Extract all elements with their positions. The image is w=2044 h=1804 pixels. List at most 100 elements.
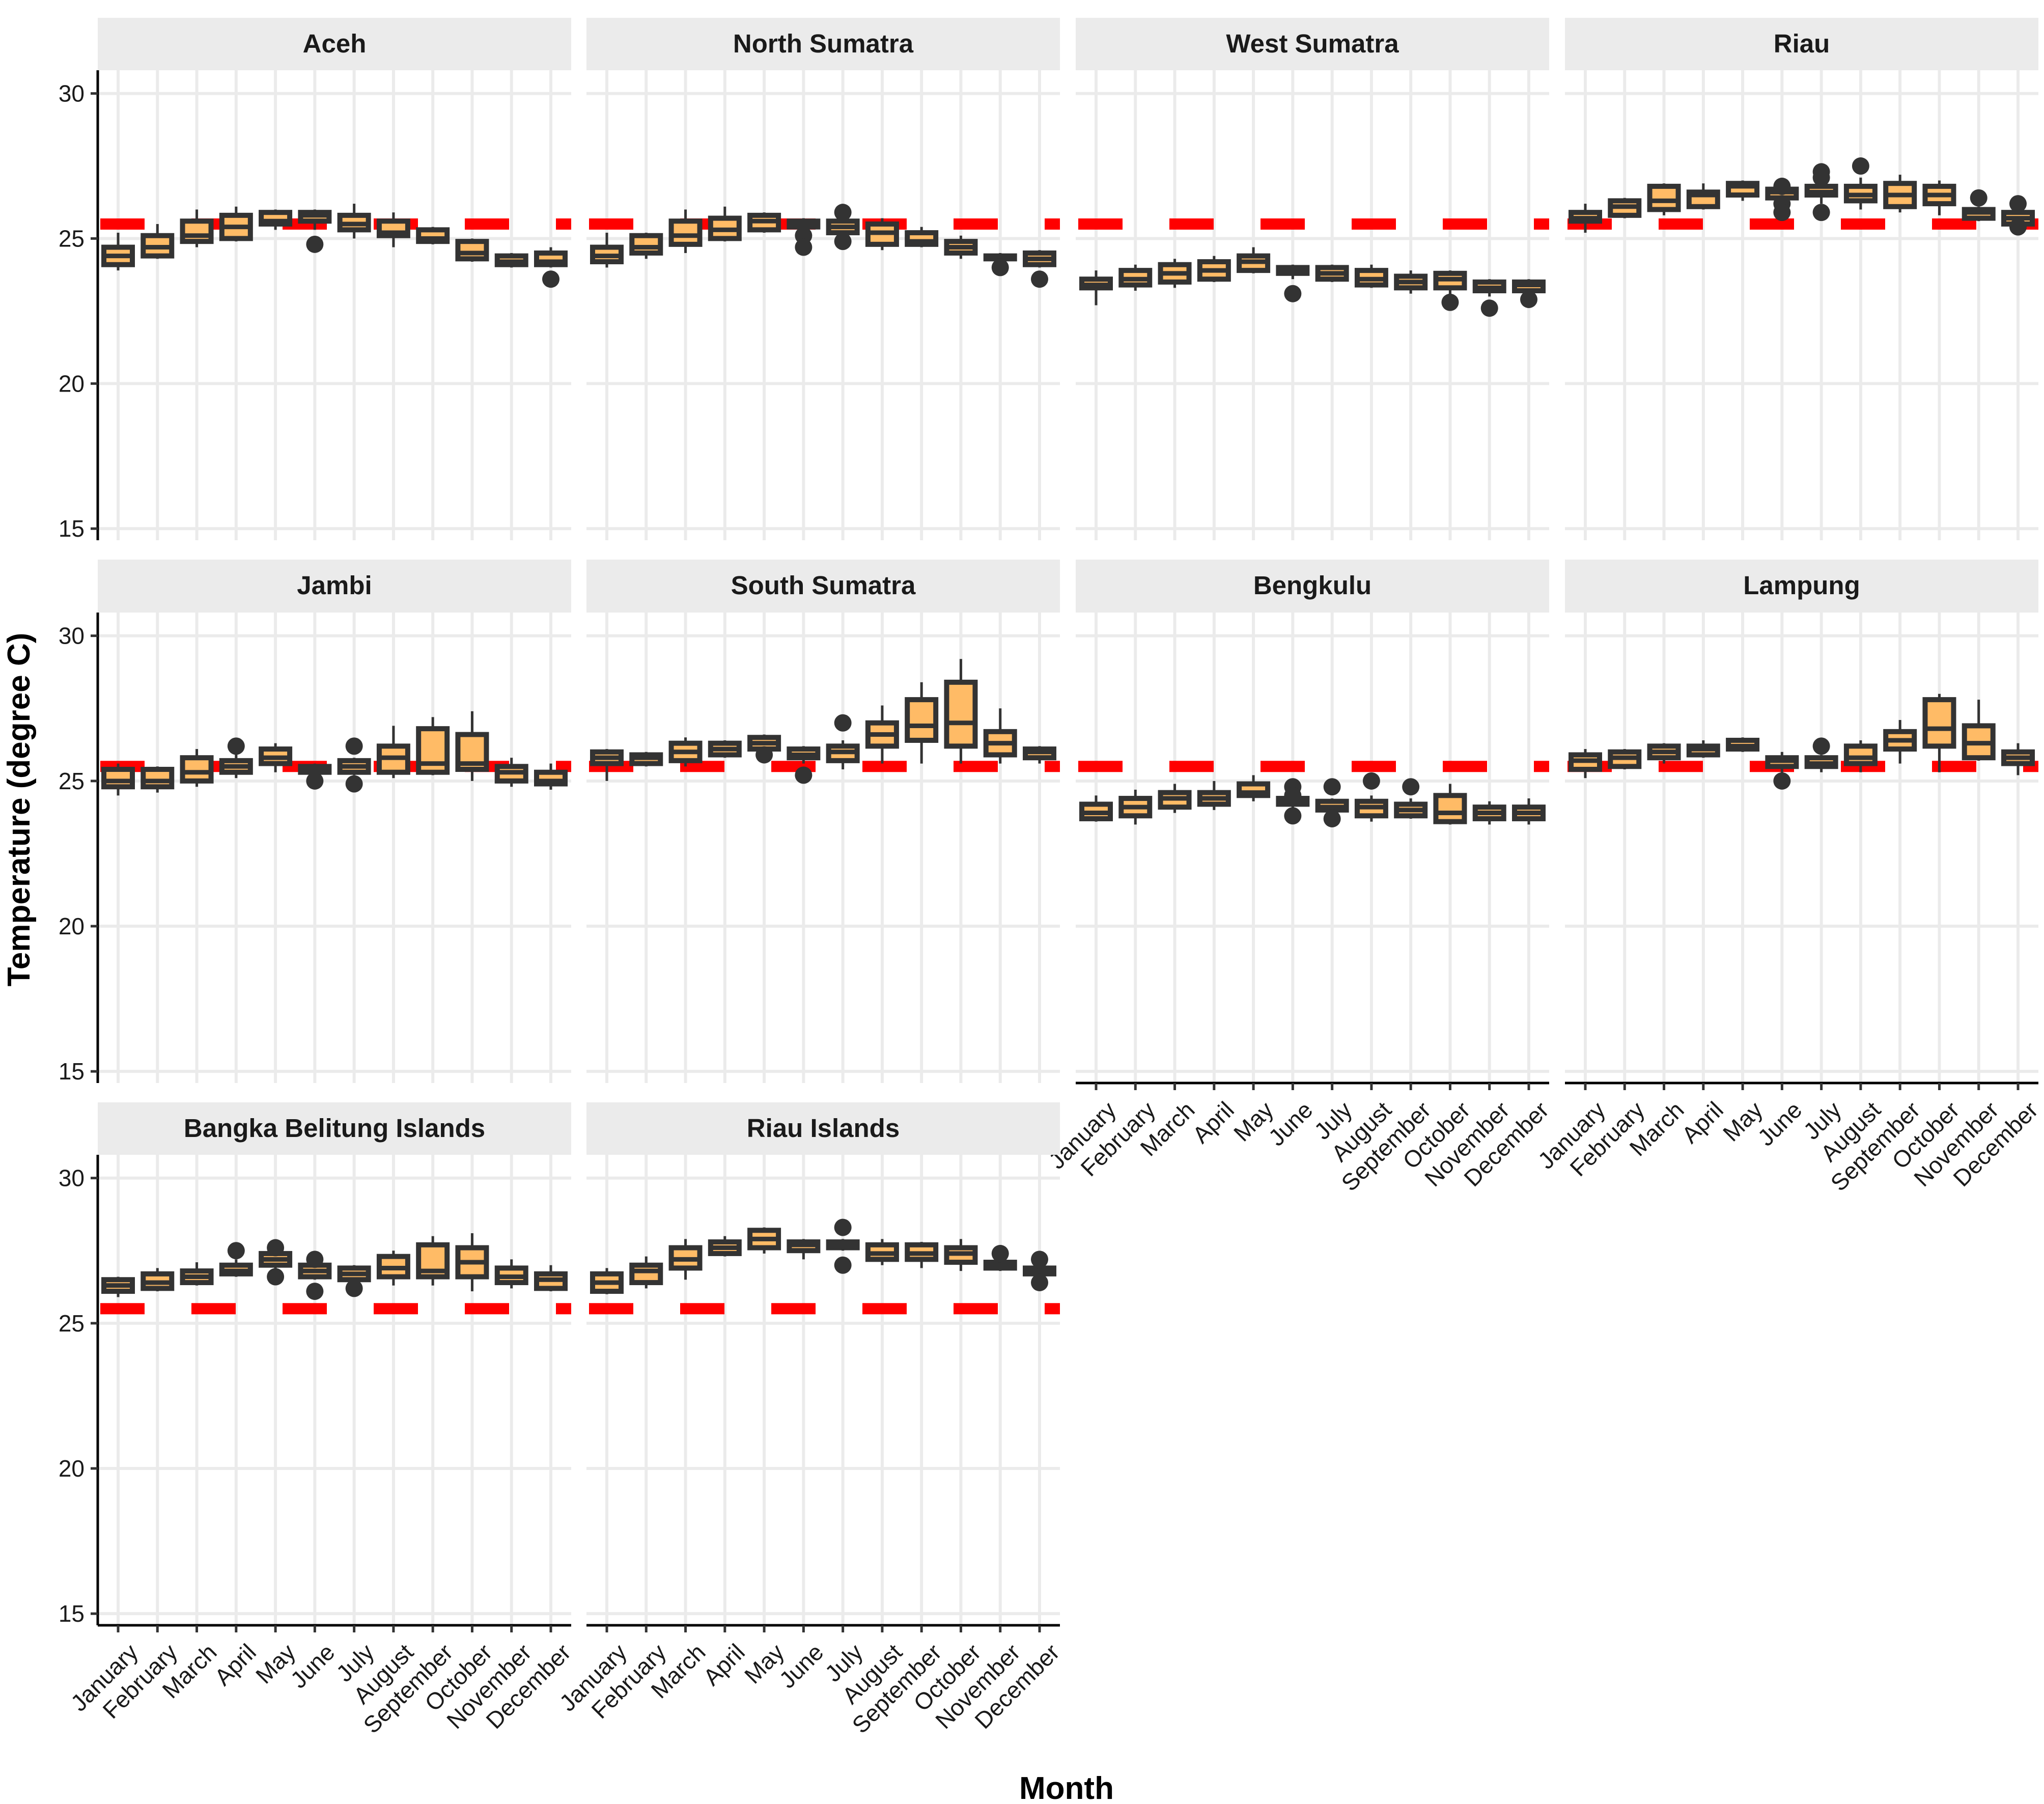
box-november bbox=[983, 253, 1017, 276]
facet-panel: South Sumatra bbox=[586, 560, 1060, 1083]
box-august bbox=[376, 212, 410, 247]
box-april bbox=[708, 1236, 742, 1257]
outlier-point bbox=[1441, 293, 1459, 311]
box-october bbox=[1433, 270, 1467, 311]
y-tick-label: 15 bbox=[59, 1600, 85, 1627]
box-november bbox=[1472, 801, 1506, 825]
outlier-point bbox=[1480, 299, 1498, 317]
x-tick-label: June bbox=[774, 1639, 828, 1693]
box-august bbox=[376, 726, 410, 779]
outlier-point bbox=[1031, 1273, 1048, 1291]
box-may bbox=[1237, 247, 1271, 273]
outlier-point bbox=[834, 1218, 852, 1236]
outlier-point bbox=[1812, 169, 1830, 186]
facet-panel: Aceh 15 20 25 30 bbox=[59, 18, 571, 542]
box-august bbox=[1843, 157, 1878, 210]
box-october bbox=[455, 1233, 489, 1292]
box-march bbox=[668, 1239, 703, 1280]
facet-panel: Jambi 15 20 25 30 bbox=[59, 560, 571, 1085]
box-iqr bbox=[1843, 743, 1878, 766]
box-may bbox=[747, 212, 781, 233]
box-february bbox=[141, 766, 175, 793]
box-november bbox=[1962, 700, 1996, 761]
box-january bbox=[101, 763, 135, 796]
x-tick-label: April bbox=[698, 1639, 750, 1690]
box-iqr bbox=[944, 679, 978, 749]
box-february bbox=[1608, 749, 1642, 769]
box-may bbox=[747, 1227, 781, 1254]
box-july bbox=[826, 714, 860, 769]
box-iqr bbox=[668, 218, 703, 247]
box-august bbox=[1843, 740, 1878, 772]
box-july bbox=[337, 204, 371, 239]
box-september bbox=[416, 1236, 450, 1286]
facet-title: Riau Islands bbox=[747, 1114, 900, 1143]
box-march bbox=[1158, 259, 1192, 288]
box-iqr bbox=[1433, 793, 1467, 824]
outlier-point bbox=[991, 259, 1009, 276]
outlier-point bbox=[1773, 177, 1791, 195]
box-july bbox=[1804, 163, 1838, 221]
box-december bbox=[534, 763, 568, 790]
box-january bbox=[1569, 204, 1602, 233]
box-may bbox=[1726, 737, 1760, 752]
facet-title: West Sumatra bbox=[1226, 29, 1399, 58]
facet-title: Aceh bbox=[303, 29, 367, 58]
facet-strip bbox=[98, 560, 571, 613]
outlier-point bbox=[1362, 772, 1380, 790]
box-february bbox=[1608, 198, 1642, 218]
box-november bbox=[494, 1259, 528, 1289]
box-may bbox=[747, 734, 781, 764]
outlier-point bbox=[991, 1244, 1009, 1262]
box-november bbox=[1472, 279, 1506, 317]
box-december bbox=[1512, 279, 1546, 309]
box-september bbox=[1883, 175, 1917, 213]
outlier-point bbox=[306, 1251, 324, 1268]
x-tick-label: April bbox=[1187, 1096, 1239, 1148]
box-iqr bbox=[455, 239, 489, 262]
box-october bbox=[944, 659, 978, 764]
box-june bbox=[1276, 264, 1310, 302]
y-tick-label: 25 bbox=[59, 225, 85, 252]
box-december bbox=[2001, 743, 2035, 775]
outlier-point bbox=[834, 714, 852, 732]
box-april bbox=[708, 740, 742, 758]
facet-title: Jambi bbox=[297, 571, 372, 600]
facet-strip bbox=[1076, 18, 1549, 70]
facet-title: South Sumatra bbox=[731, 571, 916, 600]
box-june bbox=[787, 746, 821, 784]
box-december bbox=[1023, 746, 1056, 764]
outlier-point bbox=[1323, 778, 1341, 796]
box-june bbox=[1276, 778, 1310, 825]
facet-strip bbox=[586, 560, 1060, 613]
box-april bbox=[219, 206, 253, 242]
box-iqr bbox=[1922, 697, 1956, 749]
facet-panel: North Sumatra bbox=[586, 18, 1060, 540]
box-october bbox=[1922, 180, 1956, 215]
panels-layer: Aceh 15 20 25 30 North Sumatra West Sumatra Ria… bbox=[59, 18, 2043, 1738]
box-september bbox=[416, 717, 450, 775]
box-january bbox=[101, 1276, 135, 1297]
box-june bbox=[1765, 752, 1799, 790]
box-december bbox=[1512, 798, 1546, 825]
facet-title: Riau bbox=[1774, 29, 1830, 58]
outlier-point bbox=[1773, 772, 1791, 790]
facet-strip bbox=[586, 18, 1060, 70]
outlier-point bbox=[1773, 204, 1791, 221]
box-september bbox=[1394, 270, 1428, 294]
outlier-point bbox=[1812, 737, 1830, 755]
outlier-point bbox=[1323, 810, 1341, 827]
box-february bbox=[141, 1268, 175, 1292]
box-july bbox=[1315, 778, 1349, 827]
facet-panel: BengkuluJanuaryFebruaryMarchAprilMayJune… bbox=[1044, 560, 1554, 1196]
box-december bbox=[534, 1265, 568, 1292]
facet-strip bbox=[98, 18, 571, 70]
facet-panel: Bangka Belitung Islands15202530JanuaryFe… bbox=[59, 1102, 576, 1738]
box-september bbox=[905, 1242, 939, 1268]
box-march bbox=[180, 749, 214, 787]
box-march bbox=[1647, 183, 1681, 215]
box-february bbox=[629, 1256, 663, 1289]
y-tick-label: 20 bbox=[59, 1455, 85, 1482]
outlier-point bbox=[834, 1256, 852, 1274]
box-august bbox=[1354, 772, 1388, 822]
